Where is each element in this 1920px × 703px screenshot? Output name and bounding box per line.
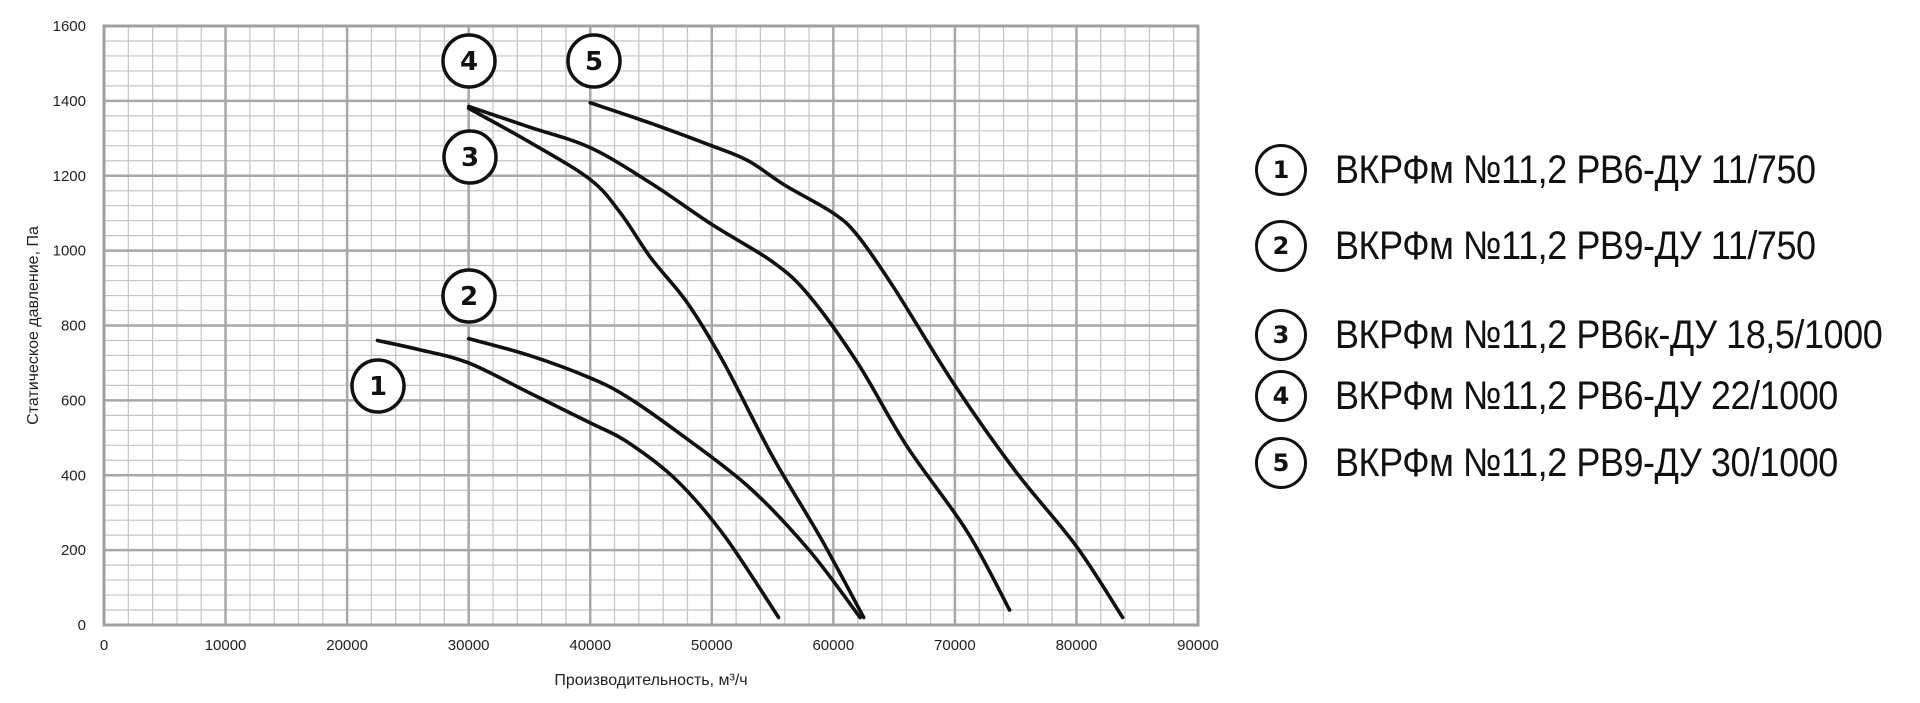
legend-marker-4: 4 [1255, 370, 1307, 422]
legend-label-1: ВКРФм №11,2 РВ6-ДУ 11/750 [1335, 147, 1816, 192]
y-tick-label: 0 [78, 617, 86, 634]
series-line-1 [375, 338, 781, 620]
series-markers: 1 2 3 4 5 [350, 33, 622, 414]
series-marker-label: 2 [460, 282, 478, 312]
legend-item-2: 2 ВКРФм №11,2 РВ9-ДУ 11/750 [1255, 216, 1869, 276]
x-tick-label: 30000 [448, 637, 490, 654]
y-tick-label: 1200 [53, 168, 86, 185]
series-marker-label: 1 [369, 372, 387, 402]
y-tick-label: 1000 [53, 243, 86, 260]
x-tick-labels: 0 10000 20000 30000 40000 50000 60000 70000 8000… [100, 637, 1219, 654]
x-tick-label: 40000 [569, 637, 611, 654]
y-tick-label: 200 [61, 542, 86, 559]
legend-label-2: ВКРФм №11,2 РВ9-ДУ 11/750 [1335, 223, 1816, 268]
legend-marker-3: 3 [1255, 309, 1307, 361]
series-marker-circle [441, 33, 497, 89]
x-tick-label: 20000 [326, 637, 368, 654]
legend-item-1: 1 ВКРФм №11,2 РВ6-ДУ 11/750 [1255, 140, 1869, 200]
series-line-5 [588, 100, 1125, 620]
x-axis-title: Производительность, м³/ч [554, 672, 747, 689]
series-line-2 [466, 336, 862, 620]
y-tick-label: 1400 [53, 93, 86, 110]
series-marker-label: 4 [460, 47, 478, 77]
x-tick-label: 10000 [205, 637, 247, 654]
legend-item-5: 5 ВКРФм №11,2 РВ9-ДУ 30/1000 [1255, 433, 1894, 493]
x-tick-label: 90000 [1177, 637, 1219, 654]
y-tick-label: 800 [61, 318, 86, 335]
x-tick-label: 80000 [1056, 637, 1098, 654]
legend-item-3: 3 ВКРФм №11,2 РВ6к-ДУ 18,5/1000 [1255, 305, 1920, 365]
series-marker-label: 5 [585, 47, 603, 77]
x-tick-label: 70000 [934, 637, 976, 654]
plot-frame [102, 24, 1200, 627]
major-gridlines [104, 26, 1198, 625]
series-lines [375, 100, 1125, 620]
legend-item-4: 4 ВКРФм №11,2 РВ6-ДУ 22/1000 [1255, 366, 1894, 426]
x-tick-label: 50000 [691, 637, 733, 654]
x-tick-label: 60000 [812, 637, 854, 654]
y-tick-labels: 0 200 400 600 800 1000 1200 1400 1600 [53, 18, 86, 634]
series-line-3 [466, 106, 866, 620]
y-axis-title: Статическое давление, Па [25, 226, 42, 425]
legend-label-4: ВКРФм №11,2 РВ6-ДУ 22/1000 [1335, 373, 1838, 418]
series-marker-circle [566, 33, 622, 89]
series-marker-4: 4 [441, 33, 497, 89]
legend-label-3: ВКРФм №11,2 РВ6к-ДУ 18,5/1000 [1335, 312, 1883, 357]
series-marker-circle [441, 268, 497, 324]
series-marker-label: 3 [461, 143, 479, 173]
series-marker-2: 2 [441, 268, 497, 324]
y-tick-label: 400 [61, 467, 86, 484]
legend-label-5: ВКРФм №11,2 РВ9-ДУ 30/1000 [1335, 440, 1838, 485]
x-tick-label: 0 [100, 637, 108, 654]
legend-marker-1: 1 [1255, 144, 1307, 196]
y-tick-label: 600 [61, 392, 86, 409]
series-marker-circle [350, 358, 406, 414]
series-marker-1: 1 [350, 358, 406, 414]
legend-marker-2: 2 [1255, 220, 1307, 272]
series-line-4 [466, 104, 1012, 612]
series-marker-5: 5 [566, 33, 622, 89]
y-tick-label: 1600 [53, 18, 86, 35]
legend-marker-5: 5 [1255, 437, 1307, 489]
series-marker-circle [442, 129, 498, 185]
series-marker-3: 3 [442, 129, 498, 185]
